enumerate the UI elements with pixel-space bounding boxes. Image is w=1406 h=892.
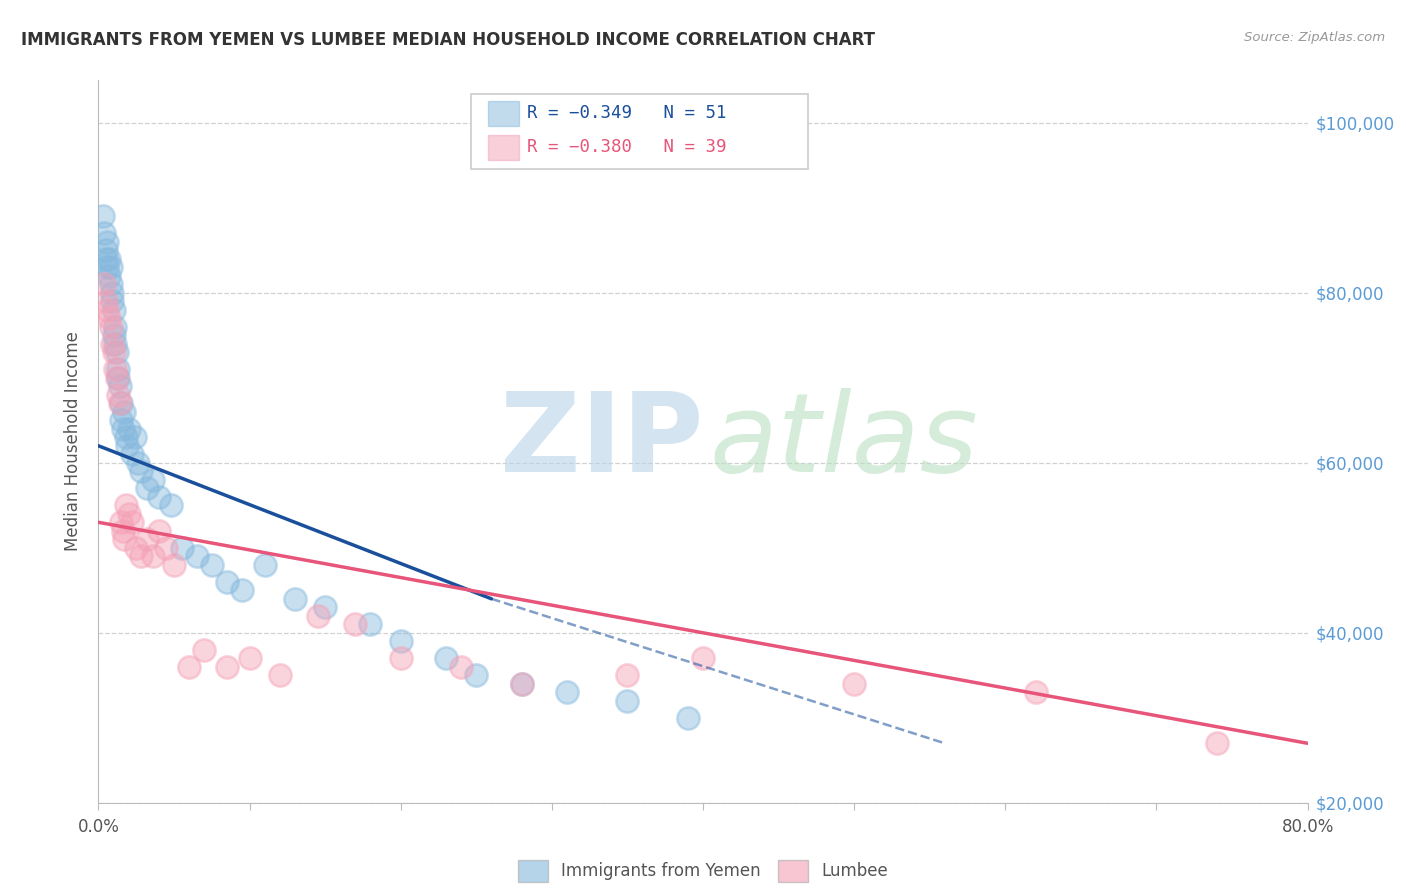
Point [111,422,134,436]
Point [93,277,115,292]
Point [110,413,132,427]
Point [125,541,148,555]
Point [142,549,165,564]
Point [360,617,382,632]
Point [107,388,129,402]
Point [94,294,117,309]
Point [100,319,122,334]
Point [314,600,336,615]
Point [121,447,143,461]
Point [103,302,125,317]
Point [103,328,125,343]
Point [284,591,307,606]
Point [160,498,183,512]
Point [129,549,152,564]
Point [555,685,578,699]
Point [253,558,276,572]
Point [114,430,136,444]
Point [105,371,128,385]
Point [163,558,186,572]
Point [193,642,215,657]
Point [186,549,208,564]
Text: R = −0.349   N = 51: R = −0.349 N = 51 [527,104,727,122]
Point [94,252,117,266]
Point [101,285,124,300]
Point [465,668,488,682]
Point [616,694,638,708]
Point [108,379,131,393]
Point [98,311,121,326]
Point [155,541,177,555]
Point [389,651,412,665]
Point [96,302,118,317]
Point [1206,736,1229,750]
Point [93,227,115,241]
Point [127,456,149,470]
Point [142,473,165,487]
Point [100,260,122,275]
Point [170,541,193,555]
Point [114,498,136,512]
Point [179,660,201,674]
Point [103,345,125,359]
Point [344,617,367,632]
Text: R = −0.380   N = 39: R = −0.380 N = 39 [527,138,727,156]
Point [98,252,121,266]
Point [118,422,141,436]
Point [108,396,131,410]
Point [111,524,134,538]
Point [215,574,238,589]
Legend: Immigrants from Yemen, Lumbee: Immigrants from Yemen, Lumbee [512,854,894,888]
Point [107,362,129,376]
Point [110,516,132,530]
Point [307,608,329,623]
Point [201,558,224,572]
Point [104,336,127,351]
Point [112,533,135,547]
Point [616,668,638,682]
Point [91,209,114,223]
Point [215,660,238,674]
Point [450,660,472,674]
Point [118,507,141,521]
Point [844,677,866,691]
Point [107,371,129,385]
Text: IMMIGRANTS FROM YEMEN VS LUMBEE MEDIAN HOUSEHOLD INCOME CORRELATION CHART: IMMIGRANTS FROM YEMEN VS LUMBEE MEDIAN H… [21,31,875,49]
Point [96,235,118,249]
Point [101,336,124,351]
Point [104,362,127,376]
Point [98,268,121,283]
Point [110,396,132,410]
Text: atlas: atlas [709,388,977,495]
Point [96,260,118,275]
Point [94,244,117,258]
Point [148,490,170,504]
Point [148,524,170,538]
Point [100,277,122,292]
Point [129,464,152,478]
Point [104,319,127,334]
Point [135,481,157,495]
Point [121,516,143,530]
Y-axis label: Median Household Income: Median Household Income [65,332,83,551]
Point [239,651,262,665]
Point [105,345,128,359]
Text: ZIP: ZIP [499,388,703,495]
Point [510,677,533,691]
Text: Source: ZipAtlas.com: Source: ZipAtlas.com [1244,31,1385,45]
Point [692,651,714,665]
Point [124,430,146,444]
Point [115,439,138,453]
Point [1024,685,1046,699]
Point [510,677,533,691]
Point [101,294,124,309]
Point [112,405,135,419]
Point [389,634,412,648]
Point [269,668,291,682]
Point [231,583,253,598]
Point [135,533,157,547]
Point [676,711,699,725]
Point [434,651,457,665]
